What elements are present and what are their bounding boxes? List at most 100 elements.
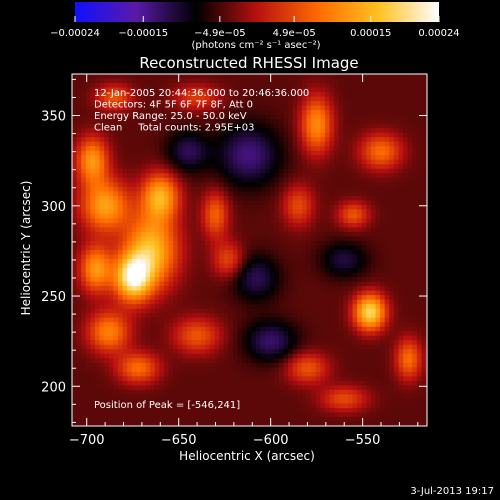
heatmap-cell xyxy=(186,245,193,251)
heatmap-cell xyxy=(297,146,303,152)
heatmap-cell xyxy=(407,272,413,278)
heatmap-cell xyxy=(232,317,239,323)
heatmap-cell xyxy=(205,353,211,359)
heatmap-cell xyxy=(232,286,239,292)
heatmap-cell xyxy=(269,123,275,129)
heatmap-cell xyxy=(357,227,363,233)
heatmap-cell xyxy=(320,123,326,129)
heatmap-cell xyxy=(76,155,82,161)
heatmap-cell xyxy=(320,119,326,125)
heatmap-cell xyxy=(232,204,239,210)
heatmap-cell xyxy=(237,259,243,265)
heatmap-cell xyxy=(288,168,294,174)
heatmap-cell xyxy=(177,326,183,332)
heatmap-cell xyxy=(265,222,271,229)
heatmap-cell xyxy=(251,101,257,107)
heatmap-cell xyxy=(306,308,312,314)
heatmap-cell xyxy=(186,218,193,224)
heatmap-cell xyxy=(278,250,285,256)
heatmap-cell xyxy=(338,159,344,165)
heatmap-cell xyxy=(214,74,220,80)
heatmap-cell xyxy=(324,344,331,350)
heatmap-cell xyxy=(265,119,271,125)
heatmap-cell xyxy=(324,141,331,147)
heatmap-cell xyxy=(283,182,289,188)
heatmap-cell xyxy=(191,340,197,346)
heatmap-cell xyxy=(389,290,395,296)
heatmap-cell xyxy=(81,313,87,319)
heatmap-cell xyxy=(343,182,349,188)
heatmap-cell xyxy=(343,96,349,102)
heatmap-cell xyxy=(251,335,257,341)
heatmap-cell xyxy=(237,240,243,247)
heatmap-cell xyxy=(361,268,367,274)
heatmap-cell xyxy=(251,295,257,301)
heatmap-cell xyxy=(315,150,321,156)
heatmap-cell xyxy=(412,272,418,278)
heatmap-cell xyxy=(288,128,294,134)
heatmap-cell xyxy=(329,132,335,138)
heatmap-cell xyxy=(228,186,234,192)
heatmap-cell xyxy=(113,344,119,350)
heatmap-cell xyxy=(131,340,137,346)
heatmap-cell xyxy=(131,96,137,102)
heatmap-cell xyxy=(251,331,257,337)
heatmap-cell xyxy=(366,331,372,337)
heatmap-cell xyxy=(421,114,427,120)
heatmap-cell xyxy=(90,313,96,319)
heatmap-cell xyxy=(320,313,326,319)
heatmap-cell xyxy=(81,259,87,265)
heatmap-cell xyxy=(122,290,128,296)
heatmap-cell xyxy=(154,92,160,98)
heatmap-cell xyxy=(117,191,124,197)
heatmap-cell xyxy=(90,177,96,183)
heatmap-cell xyxy=(136,78,142,84)
heatmap-cell xyxy=(173,222,179,229)
heatmap-cell xyxy=(311,204,317,210)
heatmap-cell xyxy=(136,263,142,269)
heatmap-cell xyxy=(265,290,271,296)
heatmap-cell xyxy=(416,277,423,283)
heatmap-cell xyxy=(200,268,206,274)
heatmap-cell xyxy=(278,92,285,98)
heatmap-cell xyxy=(242,164,248,170)
heatmap-cell xyxy=(85,177,91,183)
heatmap-cell xyxy=(334,335,340,341)
heatmap-cell xyxy=(306,186,312,192)
heatmap-cell xyxy=(246,317,252,323)
heatmap-cell xyxy=(200,231,206,238)
heatmap-cell xyxy=(288,281,294,287)
heatmap-cell xyxy=(200,110,206,116)
heatmap-cell xyxy=(136,259,142,265)
heatmap-cell xyxy=(104,146,110,152)
heatmap-cell xyxy=(407,313,413,319)
heatmap-cell xyxy=(393,123,400,129)
heatmap-cell xyxy=(122,78,128,84)
heatmap-cell xyxy=(269,263,275,269)
heatmap-cell xyxy=(214,105,220,111)
heatmap-cell xyxy=(311,87,317,93)
heatmap-cell xyxy=(145,227,151,233)
heatmap-cell xyxy=(200,263,206,269)
heatmap-cell xyxy=(265,87,271,93)
heatmap-cell xyxy=(288,74,294,80)
heatmap-cell xyxy=(380,259,386,265)
heatmap-cell xyxy=(407,146,413,152)
heatmap-cell xyxy=(186,209,193,215)
heatmap-cell xyxy=(366,114,372,120)
heatmap-cell xyxy=(324,195,331,201)
heatmap-cell xyxy=(384,317,390,323)
heatmap-cell xyxy=(99,231,105,238)
heatmap-cell xyxy=(150,177,156,183)
heatmap-cell xyxy=(251,132,257,138)
heatmap-cell xyxy=(228,290,234,296)
heatmap-cell xyxy=(343,159,349,165)
heatmap-cell xyxy=(324,331,331,337)
heatmap-cell xyxy=(366,268,372,274)
heatmap-cell xyxy=(393,277,400,283)
heatmap-cell xyxy=(182,227,188,233)
heatmap-cell xyxy=(334,128,340,134)
heatmap-cell xyxy=(237,290,243,296)
heatmap-cell xyxy=(416,146,423,152)
heatmap-cell xyxy=(145,290,151,296)
